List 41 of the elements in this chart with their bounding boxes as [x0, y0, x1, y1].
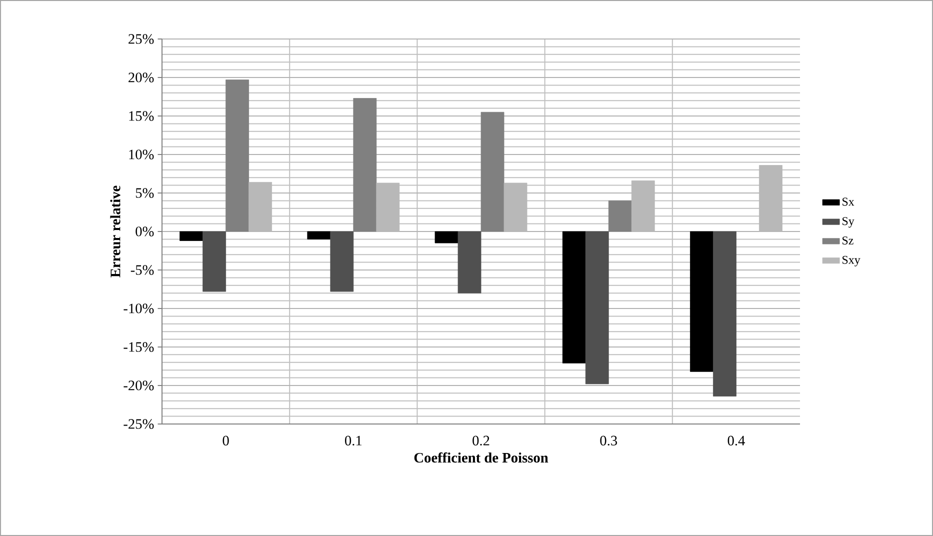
- y-tick-label: -15%: [124, 342, 154, 352]
- bar: [202, 231, 226, 292]
- x-tick-label: 0.3: [600, 436, 618, 446]
- bar: [480, 112, 504, 232]
- x-tick-label: 0.4: [728, 436, 745, 446]
- bar: [353, 98, 377, 232]
- x-tick-label: 0.1: [344, 436, 362, 446]
- y-tick-label: 5%: [136, 188, 154, 198]
- bar: [759, 165, 782, 232]
- y-tick-label: -25%: [124, 419, 154, 429]
- bar: [376, 182, 400, 232]
- x-tick-label: 0.2: [472, 436, 490, 446]
- x-axis-title: Coefficient de Poisson: [414, 452, 548, 463]
- bar: [504, 182, 528, 232]
- bar: [330, 231, 354, 292]
- bar: [608, 200, 632, 232]
- y-tick-label: 25%: [128, 34, 154, 44]
- bar: [585, 231, 609, 384]
- x-tick-label: 0: [222, 436, 229, 446]
- y-axis-title: Erreur relative: [110, 186, 120, 278]
- legend-label: Sx: [842, 198, 854, 206]
- bar: [248, 182, 272, 232]
- bar: [631, 180, 655, 232]
- y-tick-label: 10%: [129, 150, 154, 160]
- bar: [226, 80, 250, 232]
- bar: [180, 231, 204, 241]
- bar: [434, 231, 458, 244]
- legend-label: Sz: [842, 236, 854, 245]
- y-tick-label: 0%: [136, 226, 154, 236]
- y-tick-label: 20%: [128, 72, 154, 82]
- legend-label: Sxy: [842, 256, 860, 266]
- bar: [562, 231, 586, 364]
- bar: [458, 231, 482, 294]
- y-tick-label: -20%: [124, 380, 154, 390]
- y-tick-label: -5%: [130, 265, 154, 275]
- bar: [690, 231, 714, 372]
- y-tick-label: -10%: [124, 304, 154, 314]
- bar: [307, 231, 331, 240]
- bar: [713, 231, 736, 396]
- y-tick-label: 15%: [129, 111, 154, 121]
- legend-label: Sy: [842, 217, 854, 228]
